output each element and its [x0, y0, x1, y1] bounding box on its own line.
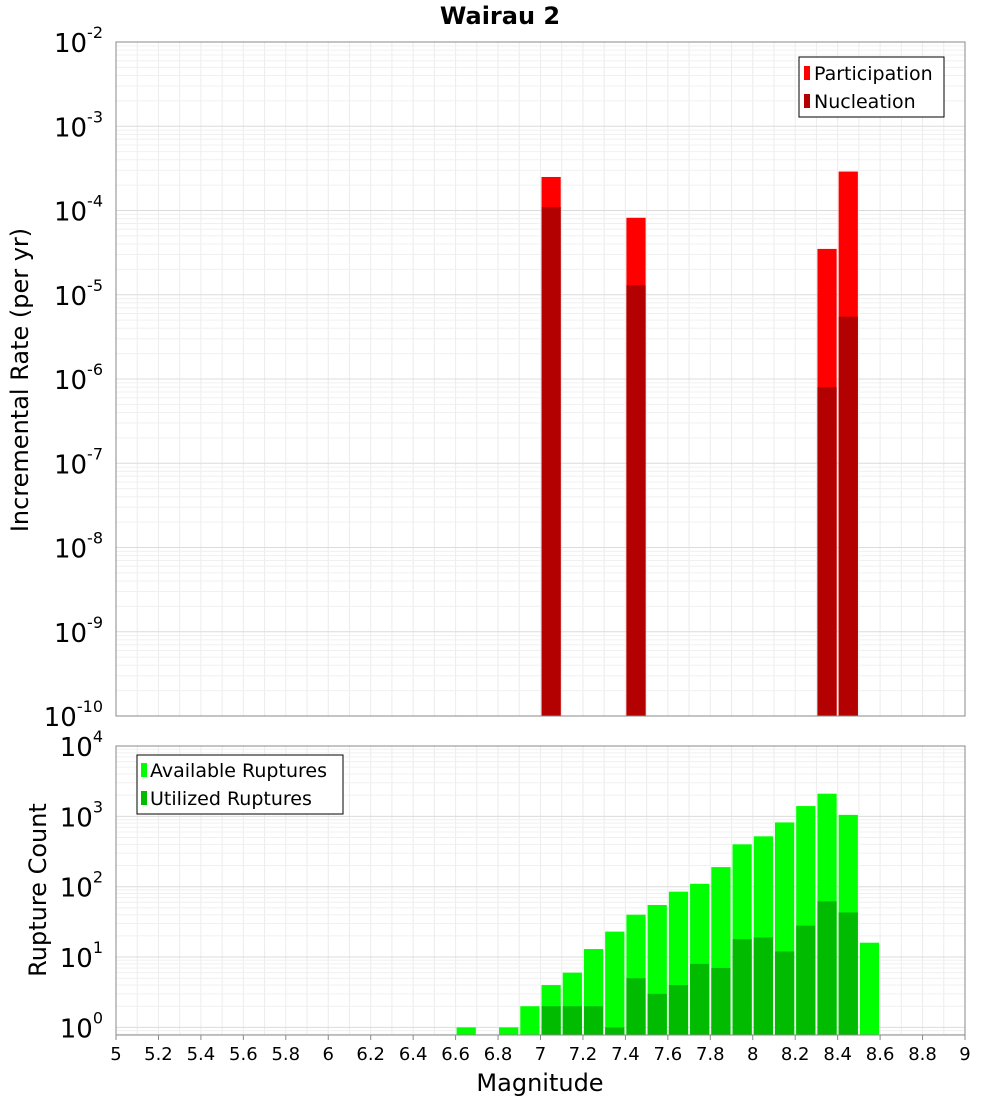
- x-tick-label: 5.6: [229, 1044, 258, 1065]
- y-tick-label: 104: [60, 727, 103, 763]
- bottom-bars: [456, 793, 880, 1035]
- top-grid: [115, 41, 966, 717]
- x-tick-label: 7.2: [569, 1044, 598, 1065]
- bar-utilized-ruptures: [668, 985, 689, 1035]
- legend-label-utilized-ruptures: Utilized Ruptures: [150, 788, 312, 810]
- bar-available-ruptures: [605, 931, 625, 1035]
- x-tick-label: 9: [959, 1044, 970, 1065]
- bar-nucleation: [626, 285, 646, 716]
- x-tick-label: 7.8: [696, 1044, 725, 1065]
- bar-available-ruptures: [499, 1027, 519, 1035]
- legend-label-available-ruptures: Available Ruptures: [150, 760, 327, 782]
- y-tick-label: 10-4: [54, 192, 103, 228]
- top-bars: [541, 171, 858, 717]
- x-tick-label: 6: [323, 1044, 334, 1065]
- x-tick-label: 6.6: [441, 1044, 470, 1065]
- x-tick-label: 6.2: [356, 1044, 385, 1065]
- bottom-plot: 104 103 102 101 100 5 5.2 5.4 5.6 5.8 6 6.2 6.4 6.6 6…: [24, 727, 971, 1097]
- x-tick-label: 7: [535, 1044, 546, 1065]
- legend-swatch-nucleation: [804, 94, 810, 108]
- bar-utilized-ruptures: [690, 963, 710, 1035]
- bar-utilized-ruptures: [541, 1006, 561, 1035]
- x-tick-label: 8.6: [866, 1044, 895, 1065]
- y-tick-label: 10-8: [54, 529, 103, 565]
- x-tick-label: 5: [110, 1044, 121, 1065]
- bottom-y-axis-label: Rupture Count: [24, 803, 52, 977]
- x-tick-label: 6.8: [484, 1044, 513, 1065]
- y-tick-label: 10-7: [54, 444, 103, 480]
- bar-available-ruptures: [520, 1006, 540, 1035]
- bar-utilized-ruptures: [647, 993, 667, 1035]
- bottom-y-ticks: 104 103 102 101 100: [60, 727, 103, 1044]
- bar-utilized-ruptures: [732, 939, 752, 1035]
- x-tick-label: 5.8: [271, 1044, 300, 1065]
- bar-utilized-ruptures: [583, 1006, 604, 1035]
- bar-nucleation: [817, 387, 837, 716]
- legend-swatch-available-ruptures: [141, 763, 147, 777]
- x-tick-label: 8.8: [908, 1044, 937, 1065]
- bar-nucleation: [541, 207, 561, 716]
- bar-utilized-ruptures: [774, 951, 795, 1035]
- y-tick-label: 100: [60, 1008, 103, 1044]
- bar-utilized-ruptures: [817, 901, 837, 1035]
- x-tick-label: 8: [747, 1044, 758, 1065]
- y-tick-label: 102: [60, 868, 103, 904]
- bar-utilized-ruptures: [753, 937, 773, 1035]
- bar-available-ruptures: [456, 1027, 476, 1035]
- y-tick-label: 10-5: [54, 276, 103, 312]
- legend-swatch-participation: [804, 66, 810, 80]
- bar-utilized-ruptures: [605, 1027, 625, 1035]
- bar-available-ruptures: [859, 942, 880, 1035]
- bar-utilized-ruptures: [711, 967, 731, 1035]
- legend-label-participation: Participation: [814, 63, 933, 85]
- y-tick-label: 10-10: [44, 697, 103, 733]
- legend-label-nucleation: Nucleation: [814, 91, 916, 113]
- y-tick-label: 10-9: [54, 613, 103, 649]
- x-ticks: 5 5.2 5.4 5.6 5.8 6 6.2 6.4 6.6 6.8 7 7.2 7.4 7.6 7.8 8…: [110, 1035, 971, 1065]
- top-y-axis-label: Incremental Rate (per yr): [6, 228, 34, 532]
- bottom-legend: Available Ruptures Utilized Ruptures: [136, 754, 344, 815]
- y-tick-label: 10-2: [54, 23, 103, 59]
- top-legend: Participation Nucleation: [798, 56, 945, 118]
- bottom-legend-box: [136, 754, 344, 815]
- bar-utilized-ruptures: [838, 912, 858, 1035]
- x-tick-label: 8.4: [823, 1044, 852, 1065]
- x-tick-label: 5.4: [187, 1044, 216, 1065]
- bar-utilized-ruptures: [626, 978, 646, 1035]
- x-tick-label: 5.2: [144, 1044, 173, 1065]
- y-tick-label: 10-6: [54, 360, 103, 396]
- y-tick-label: 103: [60, 797, 103, 833]
- top-legend-box: [798, 56, 945, 118]
- bar-utilized-ruptures: [796, 925, 816, 1035]
- x-tick-label: 7.4: [611, 1044, 640, 1065]
- bar-nucleation: [838, 316, 858, 716]
- x-tick-label: 6.4: [399, 1044, 428, 1065]
- y-tick-label: 10-3: [54, 107, 103, 143]
- x-axis-label: Magnitude: [476, 1069, 603, 1097]
- chart-title: Wairau 2: [440, 2, 560, 30]
- x-tick-label: 8.2: [781, 1044, 810, 1065]
- legend-swatch-utilized-ruptures: [141, 791, 147, 805]
- top-y-ticks: 10-2 10-3 10-4 10-5 10-6 10-7 10-8 10-9 10-10: [44, 23, 103, 733]
- top-plot: 10-2 10-3 10-4 10-5 10-6 10-7 10-8 10-9 10-10 In…: [6, 23, 966, 733]
- x-tick-label: 7.6: [654, 1044, 683, 1065]
- y-tick-label: 101: [60, 938, 103, 974]
- top-plot-frame: [115, 41, 966, 717]
- bar-utilized-ruptures: [562, 1006, 582, 1035]
